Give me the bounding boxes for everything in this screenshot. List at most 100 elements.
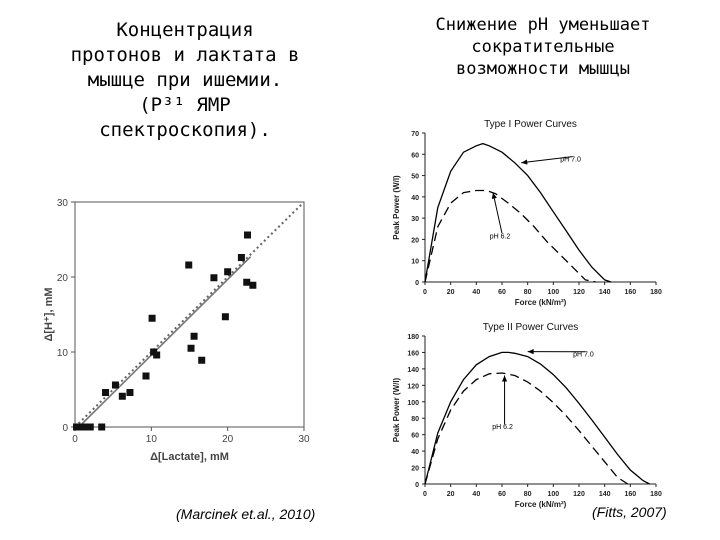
data-point bbox=[198, 356, 206, 364]
annotation-label: pH 7.0 bbox=[573, 352, 594, 359]
series-ph62-curve bbox=[424, 372, 629, 485]
x-tick-label: 80 bbox=[524, 289, 532, 296]
x-tick-label: 40 bbox=[472, 289, 480, 296]
data-point bbox=[243, 278, 251, 286]
x-tick-label: 120 bbox=[573, 289, 585, 296]
left-title-line: протонов и лактата в bbox=[70, 44, 300, 66]
right-title-line: Снижение pH уменьшает bbox=[435, 15, 651, 35]
data-point bbox=[210, 274, 218, 282]
left-title: Концентрация протонов и лактата в мышце … bbox=[40, 18, 330, 143]
y-tick-label: 60 bbox=[411, 152, 419, 159]
x-tick-label: 120 bbox=[573, 491, 585, 498]
x-tick-label: 160 bbox=[624, 491, 636, 498]
series-ph70-curve bbox=[424, 142, 612, 283]
series-ph70-curve bbox=[424, 351, 650, 485]
data-point bbox=[244, 231, 252, 239]
chart-title: Type II Power Curves bbox=[483, 322, 579, 333]
left-title-line: спектроскопия). bbox=[99, 119, 271, 141]
y-axis-label: Δ[H⁺], mM bbox=[43, 287, 55, 341]
data-point bbox=[221, 313, 229, 321]
x-tick-label: 60 bbox=[498, 491, 506, 498]
data-point bbox=[102, 389, 110, 396]
right-title-line: сократительные bbox=[471, 37, 615, 57]
data-point bbox=[142, 372, 150, 380]
y-tick-label: 20 bbox=[411, 237, 419, 244]
y-tick-label: 140 bbox=[407, 367, 419, 374]
x-axis-label: Δ[Lactate], mM bbox=[150, 451, 229, 463]
regression-line bbox=[78, 256, 252, 428]
chart-title: Type I Power Curves bbox=[484, 119, 577, 130]
left-title-line: (P³¹ ЯМР bbox=[139, 94, 231, 116]
citation-right: (Fitts, 2007) bbox=[592, 504, 667, 520]
y-tick-label: 70 bbox=[411, 131, 419, 138]
annotation-arrow-line bbox=[492, 192, 503, 234]
x-tick-label: 100 bbox=[547, 289, 559, 296]
data-point bbox=[190, 332, 198, 340]
x-tick-label: 180 bbox=[650, 289, 662, 296]
data-point bbox=[185, 261, 193, 269]
data-point bbox=[79, 423, 87, 431]
y-tick-label: 20 bbox=[57, 273, 69, 284]
data-point bbox=[126, 389, 134, 396]
x-tick-label: 40 bbox=[472, 491, 480, 498]
data-point bbox=[118, 392, 126, 400]
data-point bbox=[98, 423, 106, 431]
data-point bbox=[224, 268, 232, 276]
data-point bbox=[187, 344, 195, 352]
scatter-chart: 0 10 20 30 0 10 20 30 Δ[Lactate], mM Δ[H⁺], mM bbox=[43, 198, 310, 463]
annotation-label: pH 6.2 bbox=[492, 424, 513, 431]
right-title-line: возможности мышцы bbox=[456, 59, 630, 79]
left-title-line: мышце при ишемии. bbox=[87, 69, 283, 91]
left-title-line: Концентрация bbox=[116, 19, 254, 41]
x-tick-label: 80 bbox=[524, 491, 532, 498]
data-point bbox=[153, 351, 161, 359]
data-point bbox=[86, 423, 94, 431]
x-tick-label: 0 bbox=[72, 434, 78, 445]
x-tick-label: 0 bbox=[423, 289, 427, 296]
x-tick-label: 20 bbox=[447, 289, 455, 296]
annotation-arrow-head bbox=[521, 159, 528, 165]
y-tick-label: 30 bbox=[411, 216, 419, 223]
data-point bbox=[148, 314, 156, 322]
annotation-label: pH 6.2 bbox=[490, 233, 511, 240]
data-point bbox=[82, 423, 90, 431]
y-tick-label: 100 bbox=[407, 400, 419, 407]
series-ph62-curve bbox=[424, 189, 596, 283]
x-tick-label: 160 bbox=[624, 289, 636, 296]
type2-power-chart: Type II Power Curves 0 20 40 60 80 100 120 140 16… bbox=[392, 322, 662, 509]
x-tick-label: 180 bbox=[650, 491, 662, 498]
x-tick-label: 140 bbox=[599, 491, 611, 498]
annotation-label: pH 7.0 bbox=[560, 157, 581, 164]
x-tick-label: 20 bbox=[222, 434, 234, 445]
data-point bbox=[111, 381, 119, 389]
x-tick-label: 140 bbox=[599, 289, 611, 296]
y-tick-label: 50 bbox=[411, 174, 419, 181]
x-tick-label: 60 bbox=[498, 289, 506, 296]
x-tick-label: 10 bbox=[146, 434, 158, 445]
y-tick-label: 40 bbox=[411, 449, 419, 456]
annotation-arrow-line bbox=[521, 156, 573, 164]
y-tick-label: 30 bbox=[57, 198, 69, 209]
y-tick-label: 60 bbox=[411, 433, 419, 440]
x-tick-label: 100 bbox=[547, 491, 559, 498]
y-tick-label: 160 bbox=[407, 350, 419, 357]
annotation-arrow-head bbox=[527, 349, 534, 355]
annotation-arrow-head bbox=[491, 192, 497, 200]
y-tick-label: 120 bbox=[407, 383, 419, 390]
x-axis-label: Force (kN/m²) bbox=[515, 500, 567, 509]
y-tick-label: 40 bbox=[411, 195, 419, 202]
y-axis-label: Peak Power (W/l) bbox=[392, 175, 401, 240]
y-tick-label: 10 bbox=[411, 259, 419, 266]
plot-frame bbox=[74, 201, 305, 428]
y-tick-label: 80 bbox=[411, 416, 419, 423]
y-tick-label: 0 bbox=[62, 423, 68, 434]
citation-left: (Marcinek et.al., 2010) bbox=[176, 506, 316, 522]
x-tick-label: 0 bbox=[423, 491, 427, 498]
y-tick-label: 0 bbox=[415, 482, 419, 489]
y-tick-label: 0 bbox=[415, 280, 419, 287]
x-tick-label: 20 bbox=[447, 491, 455, 498]
y-axis-label: Peak Power (W/l) bbox=[392, 377, 401, 442]
data-point bbox=[237, 254, 245, 261]
y-tick-label: 10 bbox=[57, 348, 69, 359]
